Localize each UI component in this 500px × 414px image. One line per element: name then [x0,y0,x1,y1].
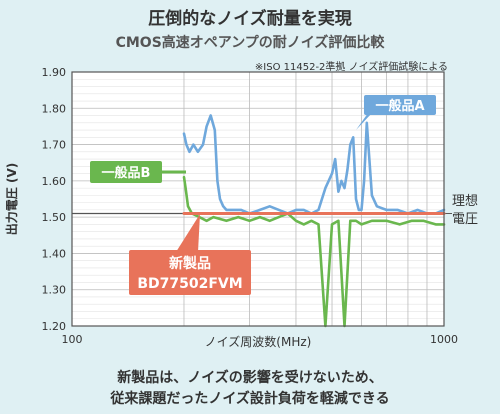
series-a-line [182,114,446,215]
series-layer [182,114,446,328]
caption-line-2: 従来課題だったノイズ設計負荷を軽減できる [110,391,390,407]
caption: 新製品は、ノイズの影響を受けないため、 従来課題だったノイズ設計負荷を軽減できる [0,368,500,410]
y-tick-label: 1.80 [42,102,67,115]
series-b-legend-label: 一般品B [102,165,151,181]
y-tick-label: 1.30 [42,284,67,297]
line-chart: 1.20 1.30 1.40 1.50 1.60 1.70 1.80 1.90 100 1000… [4,66,478,349]
y-tick-label: 1.50 [42,211,67,224]
y-tick-label: 1.70 [42,139,67,152]
x-tick-label: 100 [62,333,83,346]
series-b-line [182,175,446,328]
ideal-label-line2: 電圧 [452,212,478,227]
y-tick-labels: 1.20 1.30 1.40 1.50 1.60 1.70 1.80 1.90 [42,66,67,333]
y-tick-label: 1.40 [42,247,67,260]
y-axis-label: 出力電圧 (V) [4,163,19,235]
series-a-legend-box [364,95,436,115]
new-product-legend: 新製品 BD77502FVM [129,214,251,295]
caption-line-1: 新製品は、ノイズの影響を受けないため、 [117,370,383,386]
series-b-legend-box [90,161,162,183]
x-axis-label: ノイズ周波数(MHz) [205,334,312,349]
series-b-legend: 一般品B [90,161,186,183]
test-note: ※ISO 11452-2準拠 ノイズ評価試験による [254,62,448,73]
new-product-legend-box [129,250,251,295]
new-product-legend-label-2: BD77502FVM [137,276,242,292]
y-tick-label: 1.20 [42,320,67,333]
chart-title: 圧倒的なノイズ耐量を実現 [148,9,352,29]
y-tick-label: 1.90 [42,66,67,79]
y-tick-label: 1.60 [42,175,67,188]
ideal-label-line1: 理想 [452,193,478,209]
series-a-legend-label: 一般品A [375,98,424,114]
x-tick-labels: 100 1000 [62,333,459,346]
series-a-legend: 一般品A [356,95,436,130]
plot-frame [71,71,445,327]
chart-subtitle: CMOS高速オペアンプの耐ノイズ評価比較 [115,35,385,51]
new-product-legend-pointer [176,214,200,252]
x-tick-label: 1000 [430,333,458,346]
new-product-legend-label-1: 新製品 [169,255,211,272]
series-a-legend-pointer [356,113,372,130]
